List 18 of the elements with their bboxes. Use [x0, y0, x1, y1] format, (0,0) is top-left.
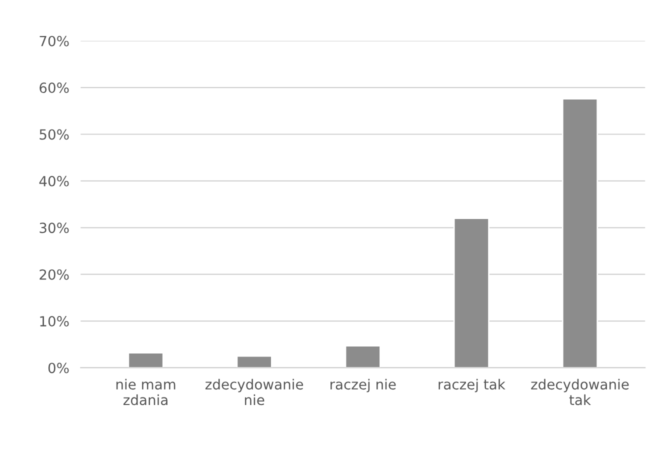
x-tick-label: nie mam zdania	[116, 378, 176, 406]
x-tick-label: zdecydowanie nie	[205, 378, 304, 406]
y-tick-label: 20%	[40, 269, 69, 280]
y-tick-label: 10%	[40, 316, 69, 327]
x-tick-label: zdecydowanie tak	[531, 378, 629, 406]
bar	[562, 98, 598, 368]
x-tick-label: raczej nie	[330, 378, 396, 392]
y-tick-label: 70%	[40, 36, 69, 46]
bar	[453, 218, 490, 368]
bar	[236, 355, 272, 368]
bar	[344, 345, 381, 368]
y-tick-label: 40%	[39, 176, 69, 186]
y-tick-label: 30%	[40, 222, 69, 234]
bar	[128, 352, 164, 368]
x-tick-label: raczej tak	[438, 378, 506, 392]
y-tick-label: 0%	[48, 362, 69, 374]
y-tick-label: 50%	[40, 129, 69, 140]
y-tick-label: 60%	[40, 82, 69, 94]
